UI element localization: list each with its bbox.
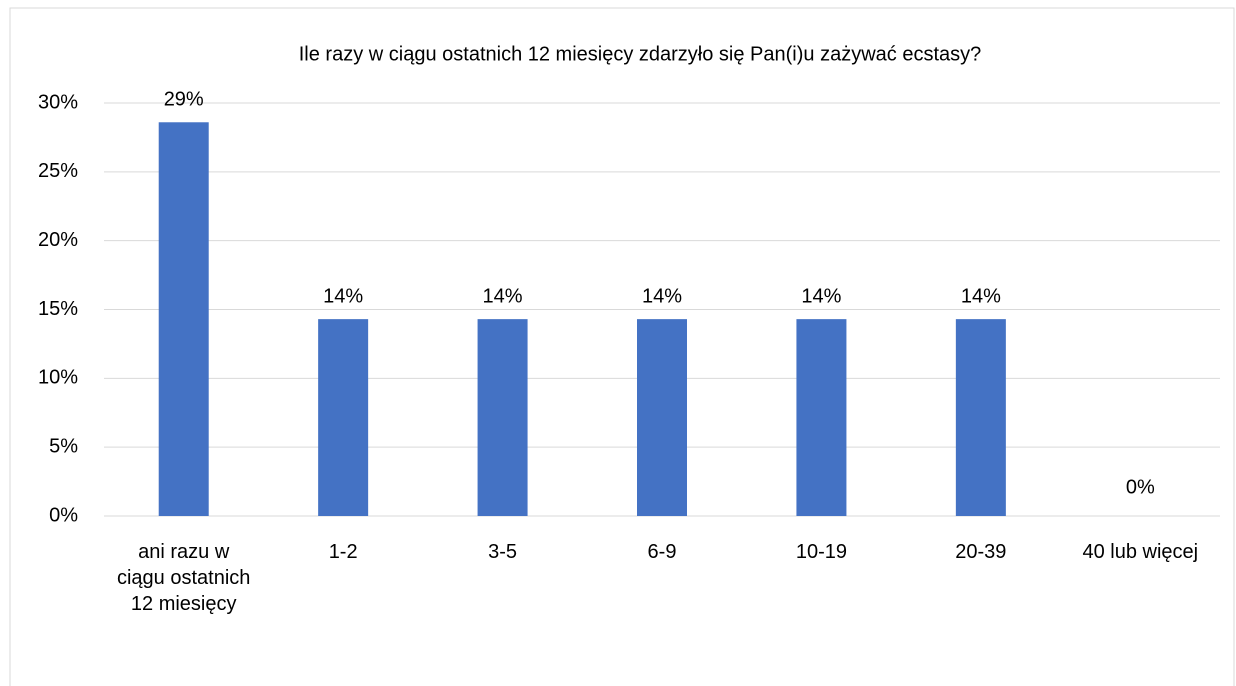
bar <box>477 319 528 516</box>
y-tick-label: 5% <box>49 435 78 457</box>
data-label: 14% <box>961 285 1001 307</box>
y-tick-label: 25% <box>38 160 78 182</box>
bar <box>637 319 687 516</box>
chart-border <box>9 7 1235 686</box>
y-tick-label: 0% <box>49 504 78 526</box>
bar <box>955 319 1006 516</box>
x-tick-label: 20-39 <box>955 541 1007 563</box>
x-tick-label: 40 lub więcej <box>1082 541 1199 563</box>
bar <box>158 122 209 517</box>
data-label: 14% <box>801 285 841 307</box>
bar <box>318 319 369 516</box>
data-label: 29% <box>164 89 204 111</box>
data-label: 0% <box>1126 476 1155 498</box>
x-tick-label: 6-9 <box>647 541 677 563</box>
data-label: 14% <box>483 285 523 307</box>
y-tick-label: 30% <box>38 91 78 113</box>
x-tick-label: 10-19 <box>795 541 847 563</box>
bar <box>796 319 847 516</box>
x-tick-label: 1-2 <box>328 541 358 563</box>
x-tick-label: ani razu w ciągu ostatnich 12 miesięcy <box>116 541 251 615</box>
y-tick-label: 15% <box>38 298 78 320</box>
x-tick-label: 3-5 <box>488 541 518 563</box>
data-label: 14% <box>642 285 682 307</box>
data-label: 14% <box>323 285 363 307</box>
y-tick-label: 20% <box>38 229 78 251</box>
chart-title: Ile razy w ciągu ostatnich 12 miesięcy z… <box>299 43 982 65</box>
y-tick-label: 10% <box>38 367 78 389</box>
